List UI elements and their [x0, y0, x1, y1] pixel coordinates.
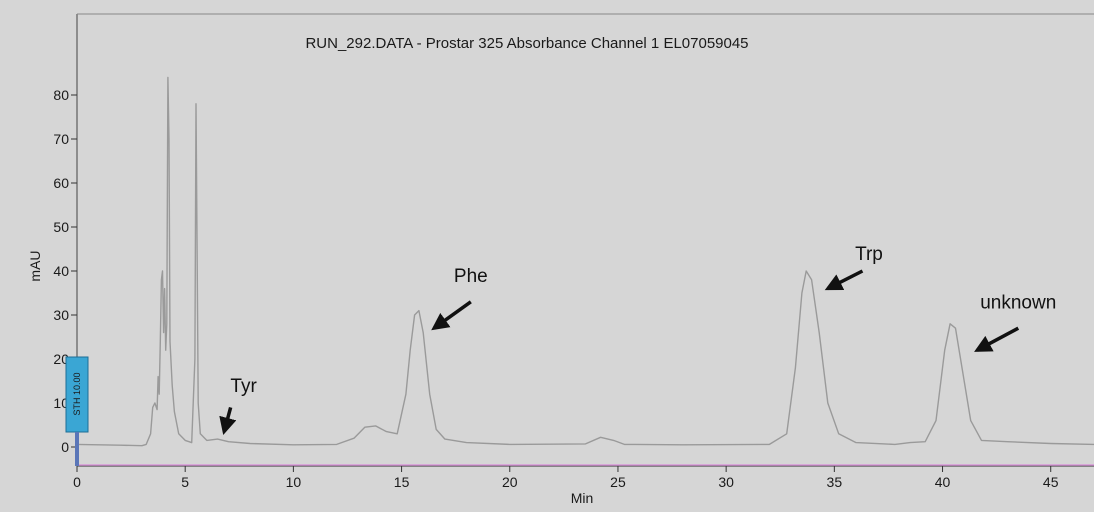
y-tick-label: 70	[53, 131, 69, 147]
peak-annotations: Tyr Phe Trp unknown	[219, 244, 1056, 435]
x-tick-label: 35	[827, 474, 843, 490]
x-tick-label: 40	[935, 474, 951, 490]
y-tick-label: 20	[53, 351, 69, 367]
annotation-label: Phe	[454, 266, 488, 287]
x-axis: 0 5 10 15 20 25 30 35 40 45	[73, 465, 1094, 490]
y-tick-label: 80	[53, 87, 69, 103]
y-tick-label: 60	[53, 175, 69, 191]
annotation-arrow	[219, 406, 237, 435]
annotation-label: unknown	[980, 292, 1056, 313]
x-axis-label: Min	[571, 490, 594, 506]
y-axis: 0 10 20 30 40 50 60 70 80	[53, 87, 77, 455]
x-tick-label: 10	[286, 474, 302, 490]
event-marker-stem	[75, 432, 79, 466]
event-marker-label: STH 10.00	[72, 372, 82, 415]
x-tick-label: 30	[718, 474, 734, 490]
chart-title: RUN_292.DATA - Prostar 325 Absorbance Ch…	[305, 35, 748, 52]
x-tick-label: 20	[502, 474, 518, 490]
annotation-label: Trp	[855, 244, 883, 265]
absorbance-trace	[76, 76, 1094, 447]
event-marker: STH 10.00	[65, 356, 89, 466]
x-tick-label: 15	[394, 474, 410, 490]
plot-area	[77, 66, 1094, 466]
y-tick-label: 0	[61, 439, 69, 455]
y-tick-label: 50	[53, 219, 69, 235]
x-tick-label: 5	[181, 474, 189, 490]
annotation-arrow	[824, 269, 864, 291]
annotation-arrow	[431, 300, 472, 331]
y-axis-label: mAU	[27, 250, 43, 281]
x-tick-label: 0	[73, 474, 81, 490]
y-tick-label: 40	[53, 263, 69, 279]
y-tick-label: 10	[53, 395, 69, 411]
x-tick-label: 25	[610, 474, 626, 490]
y-tick-label: 30	[53, 307, 69, 323]
annotation-label: Tyr	[230, 376, 257, 397]
annotation-arrow	[974, 326, 1020, 352]
x-tick-label: 45	[1043, 474, 1059, 490]
